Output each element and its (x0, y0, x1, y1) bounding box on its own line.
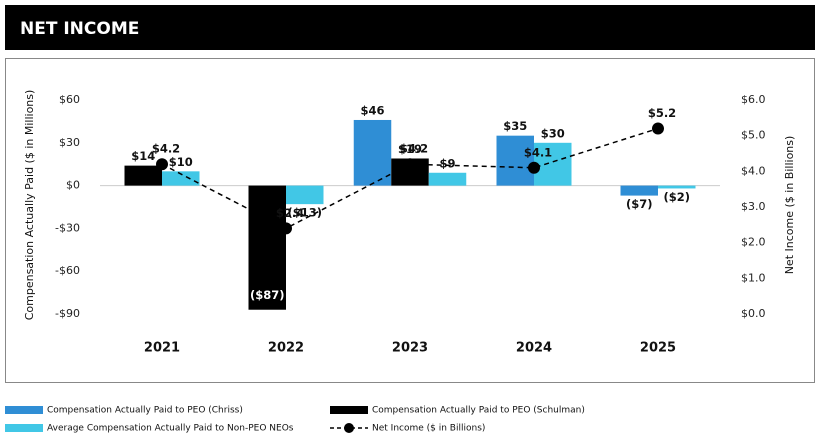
value-label: ($2) (663, 190, 690, 204)
y2-tick-label: $4.0 (741, 164, 766, 177)
y2-tick-label: $2.0 (741, 236, 766, 249)
bar (248, 185, 286, 310)
y-axis-title: Compensation Actually Paid ($ in Million… (23, 90, 36, 321)
x-tick-label: 2021 (144, 341, 180, 356)
legend-swatch (5, 406, 43, 414)
value-label: $4.2 (152, 142, 180, 156)
value-label: $35 (503, 119, 527, 133)
y-tick-label: $30 (59, 136, 80, 149)
legend-label: Compensation Actually Paid to PEO (Schul… (372, 406, 585, 416)
value-label: $4.2 (400, 142, 428, 156)
value-label: $2.4 (276, 206, 304, 220)
value-label: ($7) (626, 197, 653, 211)
bar (658, 185, 696, 189)
legend-label: Compensation Actually Paid to PEO (Chris… (47, 406, 243, 416)
y2-tick-label: $1.0 (741, 271, 766, 284)
value-label: ($87) (250, 288, 285, 302)
value-label: $9 (439, 156, 455, 170)
line-marker (156, 158, 168, 171)
y2-tick-label: $0.0 (741, 307, 766, 320)
y2-tick-label: $5.0 (741, 129, 766, 142)
value-label: $10 (169, 155, 193, 169)
value-label: $46 (360, 103, 384, 117)
legend-swatch (5, 424, 43, 432)
x-tick-label: 2022 (268, 341, 304, 356)
x-tick-label: 2023 (392, 341, 428, 356)
value-label: $4.1 (524, 145, 552, 159)
y-tick-label: -$90 (55, 307, 80, 320)
x-tick-label: 2025 (640, 341, 676, 356)
y2-tick-label: $3.0 (741, 200, 766, 213)
value-label: ($13) (287, 206, 322, 220)
legend-label: Average Compensation Actually Paid to No… (47, 424, 294, 434)
chart-frame (5, 58, 815, 383)
y-tick-label: $0 (66, 179, 80, 192)
y2-tick-label: $6.0 (741, 93, 766, 106)
y2-axis-title: Net Income ($ in Billions) (783, 136, 796, 275)
legend-label: Net Income ($ in Billions) (372, 424, 485, 434)
bar (534, 142, 572, 186)
bar (286, 185, 324, 205)
y-tick-label: $60 (59, 93, 80, 106)
x-tick-label: 2024 (516, 341, 552, 356)
y-tick-label: -$60 (55, 264, 80, 277)
line-marker (528, 161, 540, 174)
bar (428, 172, 467, 186)
bar (496, 135, 534, 186)
line-marker (280, 222, 292, 235)
bar (162, 171, 200, 186)
bar (124, 165, 162, 186)
line-marker (404, 158, 416, 171)
chart-title: NET INCOME (20, 19, 139, 39)
value-label: $19 (398, 142, 422, 156)
bar (353, 119, 392, 186)
legend-marker (344, 423, 354, 433)
y-tick-label: -$30 (55, 221, 80, 234)
value-label: $30 (541, 126, 565, 140)
value-label: $5.2 (648, 106, 676, 120)
legend-swatch (330, 406, 368, 414)
value-label: $14 (131, 149, 155, 163)
line-marker (652, 122, 664, 135)
bar (620, 185, 658, 196)
header-bar (5, 5, 815, 50)
